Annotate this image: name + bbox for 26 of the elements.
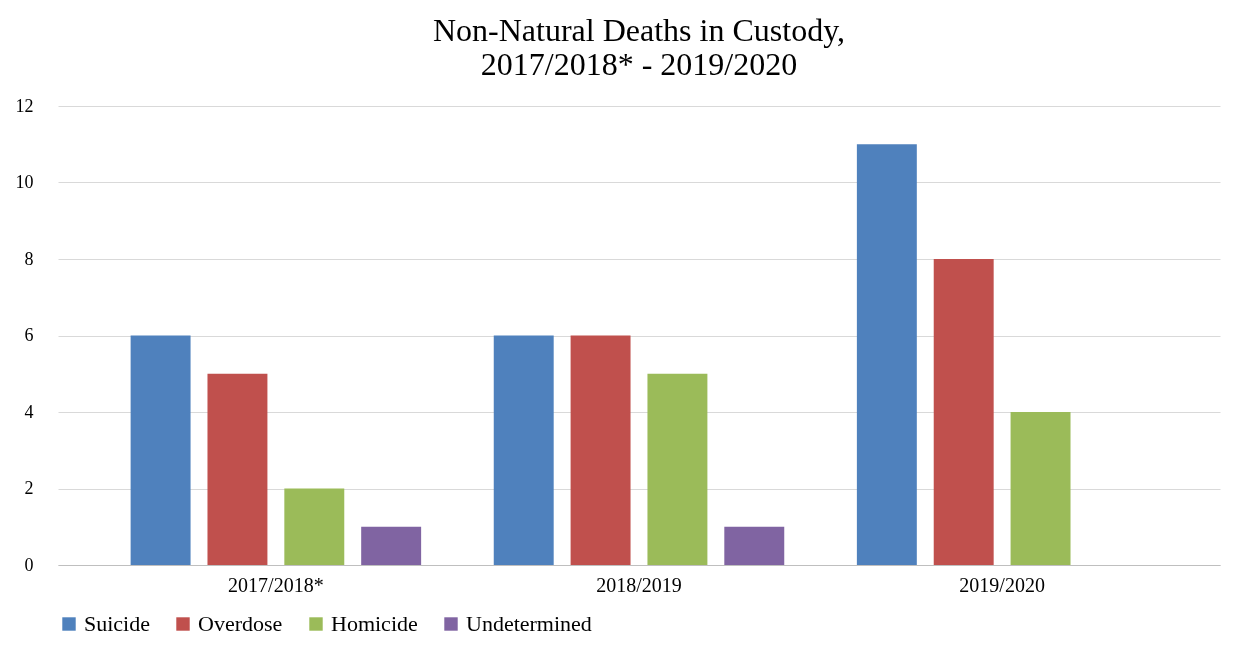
x-tick-label: 2019/2020 [959, 573, 1045, 596]
legend-label: Suicide [84, 611, 150, 636]
bar [207, 373, 268, 565]
y-tick-label: 2 [24, 478, 34, 498]
bar [493, 335, 554, 565]
bar [933, 259, 994, 565]
chart-title: Non-Natural Deaths in Custody, 2017/2018* - 2019/2020 [432, 12, 846, 82]
bar [724, 526, 785, 565]
bar [284, 488, 345, 565]
y-tick-label: 10 [15, 172, 34, 192]
x-tick-label: 2018/2019 [596, 573, 682, 596]
legend-label: Undetermined [466, 611, 592, 636]
bar [1010, 412, 1071, 565]
legend-label: Homicide [331, 611, 418, 636]
bar [856, 144, 917, 565]
legend-label: Overdose [198, 611, 283, 636]
y-tick-label: 12 [15, 95, 34, 116]
bar [130, 335, 191, 565]
bar [570, 335, 631, 565]
bar [647, 373, 708, 565]
y-tick-label: 0 [24, 554, 34, 575]
y-tick-label: 4 [24, 401, 34, 422]
bar [361, 526, 422, 565]
y-tick-label: 8 [24, 248, 34, 269]
y-tick-label: 6 [24, 325, 34, 345]
x-tick-label: 2017/2018* [228, 573, 324, 596]
